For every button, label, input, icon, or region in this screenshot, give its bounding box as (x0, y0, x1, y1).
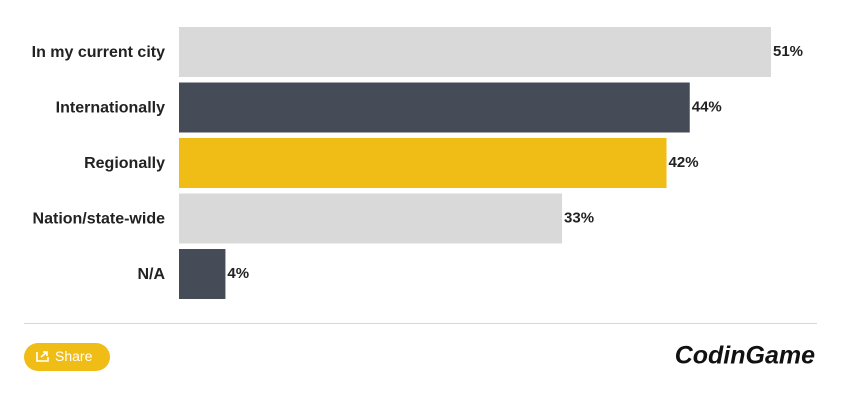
bar (179, 138, 667, 188)
share-label[interactable]: Share (55, 348, 93, 364)
value-label: 51% (773, 43, 803, 60)
bar (179, 249, 226, 299)
category-label: In my current city (32, 44, 165, 61)
category-label: Nation/state-wide (33, 211, 166, 228)
share-icon (36, 351, 49, 362)
share-button[interactable]: Share (24, 343, 110, 371)
logo: CodinGame (675, 342, 815, 370)
value-label: 42% (669, 154, 699, 171)
category-label: N/A (137, 266, 165, 283)
category-label: Internationally (56, 100, 165, 117)
value-label: 33% (564, 209, 594, 226)
category-label: Regionally (84, 155, 165, 172)
value-label: 4% (227, 265, 249, 282)
bar (179, 82, 690, 133)
bar (179, 27, 771, 77)
value-label: 44% (692, 98, 722, 115)
share-button-bg[interactable] (24, 343, 110, 371)
bar (179, 193, 563, 244)
